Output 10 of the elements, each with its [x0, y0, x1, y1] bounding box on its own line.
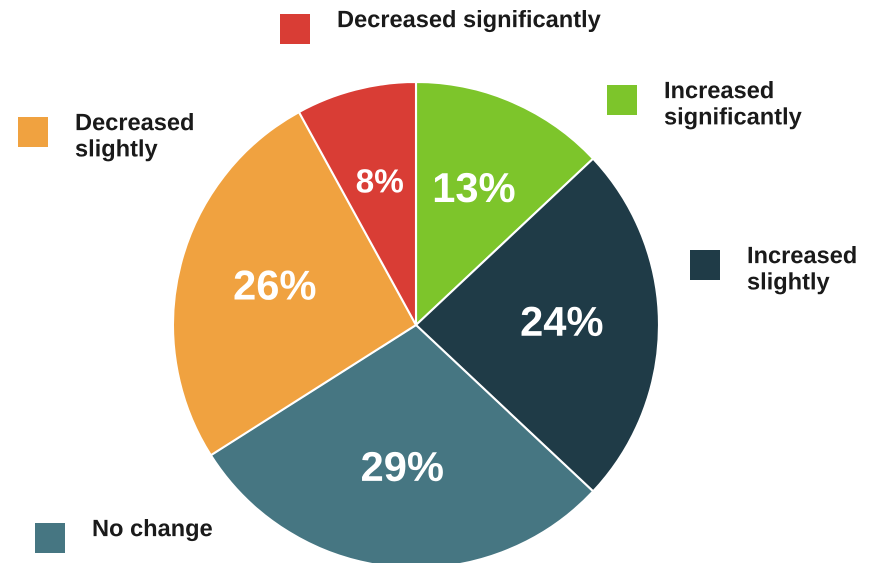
- legend-label: Decreased significantly: [338, 10, 601, 32]
- legend-label: Increased significantly: [664, 81, 802, 130]
- data-label: 8%: [356, 169, 403, 193]
- legend-label: Increased slightly: [748, 246, 856, 294]
- legend-label: No change: [94, 519, 212, 542]
- data-label: 29%: [362, 452, 443, 482]
- data-label: 13%: [434, 172, 515, 202]
- data-label: 26%: [234, 270, 316, 300]
- data-label: 24%: [522, 306, 602, 336]
- legend-label: Decreased slightly: [76, 113, 193, 162]
